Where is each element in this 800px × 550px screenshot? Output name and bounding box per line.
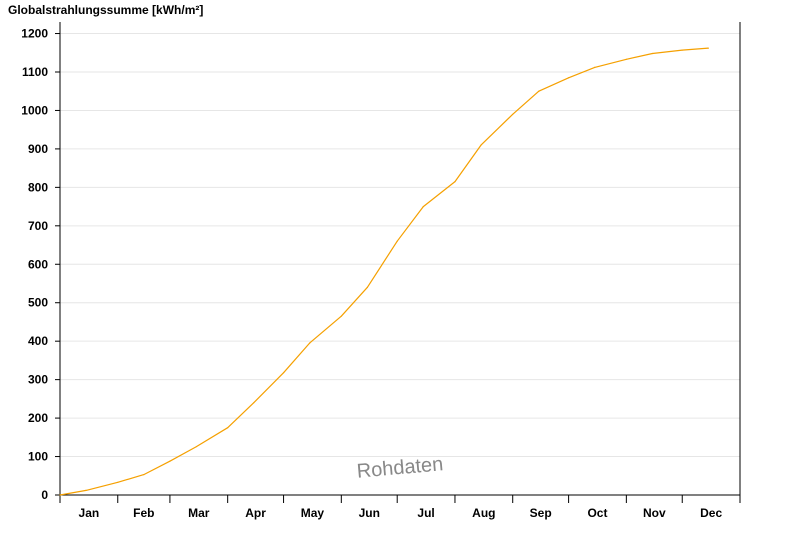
x-tick-label-aug: Aug — [472, 506, 495, 520]
data-point — [195, 446, 197, 448]
x-tick-label-apr: Apr — [245, 506, 266, 520]
y-tick-label-100: 100 — [28, 450, 48, 464]
data-point — [117, 481, 119, 483]
data-point — [309, 342, 311, 344]
y-tick-label-1100: 1100 — [22, 65, 48, 79]
x-tick-label-jul: Jul — [417, 506, 434, 520]
data-point — [480, 144, 482, 146]
data-point — [651, 52, 654, 55]
data-point — [366, 286, 368, 288]
x-tick-label-nov: Nov — [643, 506, 666, 520]
y-tick-label-300: 300 — [28, 373, 48, 387]
x-axis-ticks: Jan Feb Mar Apr May Jun Jul Aug Sep Oct Nov Dec — [59, 495, 741, 520]
data-point — [282, 372, 285, 374]
y-tick-label-800: 800 — [28, 180, 48, 194]
y-tick-label-200: 200 — [28, 411, 48, 425]
data-point — [681, 49, 683, 51]
y-tick-label-600: 600 — [28, 257, 48, 271]
axes — [59, 22, 741, 496]
series-layer — [59, 47, 709, 496]
y-axis-ticks: 0 100 200 300 400 500 600 700 800 900 1000 1100 1200 — [21, 27, 60, 502]
data-point — [707, 47, 709, 49]
x-tick-label-dec: Dec — [700, 506, 722, 520]
series-line-0 — [59, 47, 709, 496]
data-point — [85, 489, 87, 491]
data-point — [568, 77, 570, 79]
data-point — [538, 90, 540, 92]
data-point — [143, 474, 145, 476]
y-tick-label-0: 0 — [41, 488, 48, 502]
data-point — [625, 58, 627, 60]
data-point — [59, 494, 61, 496]
y-tick-label-1200: 1200 — [21, 27, 48, 41]
x-tick-label-oct: Oct — [587, 506, 607, 520]
y-tick-label-900: 900 — [28, 142, 48, 156]
x-tick-label-jun: Jun — [359, 506, 380, 520]
data-point — [396, 240, 398, 242]
data-point — [169, 460, 171, 462]
y-tick-label-1000: 1000 — [21, 103, 48, 117]
y-tick-label-700: 700 — [28, 219, 48, 233]
x-tick-label-mar: Mar — [188, 506, 210, 520]
data-point — [454, 180, 456, 183]
y-tick-label-500: 500 — [28, 296, 48, 310]
data-point — [512, 113, 514, 115]
data-point — [594, 66, 596, 68]
gridlines — [60, 33, 740, 458]
x-tick-label-jan: Jan — [79, 506, 100, 520]
watermark-label: Rohdaten — [356, 453, 444, 482]
x-tick-label-sep: Sep — [530, 506, 552, 520]
data-point — [422, 205, 424, 208]
data-point — [253, 402, 255, 404]
y-axis-label: Globalstrahlungssumme [kWh/m²] — [8, 3, 203, 17]
x-tick-label-may: May — [301, 506, 325, 520]
x-tick-label-feb: Feb — [133, 506, 154, 520]
y-tick-label-400: 400 — [28, 334, 48, 348]
data-point — [227, 427, 229, 429]
data-point — [340, 315, 342, 317]
